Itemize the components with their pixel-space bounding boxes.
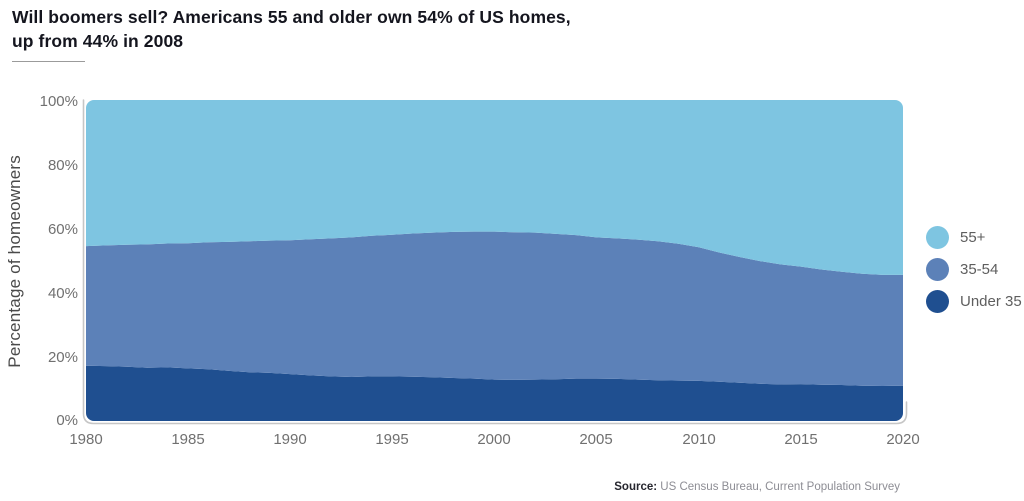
y-tick-0: 0% [56, 412, 78, 429]
stacked-area-chart [82, 99, 908, 425]
legend-item-55plus: 55+ [926, 221, 1022, 253]
legend-item-under35: Under 35 [926, 285, 1022, 317]
y-tick-100: 100% [39, 93, 78, 110]
plot-frame [82, 99, 908, 425]
legend-label-55plus: 55+ [960, 228, 986, 246]
x-tick-1980: 1980 [69, 431, 103, 448]
area-under-35 [86, 365, 903, 421]
x-tick-2005: 2005 [579, 431, 613, 448]
chart-title-line1: Will boomers sell? Americans 55 and olde… [12, 7, 571, 27]
chart-title: Will boomers sell? Americans 55 and olde… [12, 5, 732, 53]
legend-label-under35: Under 35 [960, 292, 1022, 310]
x-tick-2020: 2020 [886, 431, 920, 448]
legend-label-35-54: 35-54 [960, 260, 999, 278]
y-axis-title: Percentage of homeowners [5, 154, 24, 368]
legend-swatch-55plus [926, 225, 949, 249]
y-tick-40: 40% [47, 285, 78, 302]
legend-item-35-54: 35-54 [926, 253, 1022, 285]
x-tick-2015: 2015 [784, 431, 818, 448]
chart-title-line2: up from 44% in 2008 [12, 31, 184, 51]
y-tick-80: 80% [47, 157, 78, 174]
chart-areas [86, 100, 903, 421]
y-tick-60: 60% [47, 221, 78, 238]
source-text: US Census Bureau, Current Population Sur… [657, 481, 900, 493]
x-tick-2000: 2000 [477, 431, 511, 448]
area-35-54 [86, 231, 903, 386]
area-55- [86, 100, 903, 275]
legend-swatch-under35 [926, 289, 949, 313]
x-tick-1985: 1985 [171, 431, 205, 448]
source-note: Source: US Census Bureau, Current Popula… [614, 481, 900, 493]
legend-swatch-35-54 [926, 257, 949, 281]
x-tick-2010: 2010 [682, 431, 716, 448]
title-divider [12, 61, 85, 62]
x-tick-1995: 1995 [375, 431, 409, 448]
x-tick-1990: 1990 [273, 431, 307, 448]
y-axis-title-wrap: Percentage of homeowners [0, 97, 30, 425]
y-tick-20: 20% [47, 349, 78, 366]
legend: 55+ 35-54 Under 35 [926, 221, 1022, 317]
source-label: Source: [614, 481, 658, 493]
